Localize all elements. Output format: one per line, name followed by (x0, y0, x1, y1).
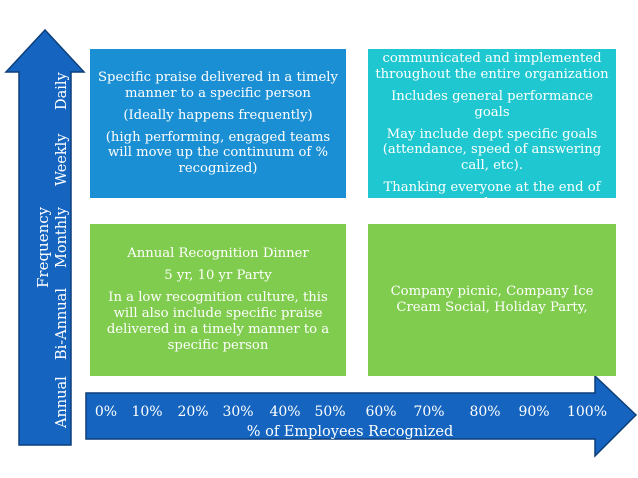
box-top-right-line: Thanking everyone at the end of day (383, 180, 601, 211)
x-tick: 20% (177, 404, 209, 420)
x-axis-ticks: 0% 10% 20% 30% 40% 50% 60% 70% 80% 90% 1… (90, 404, 610, 424)
box-bottom-right-line: Company picnic, Company Ice Cream Social… (390, 284, 594, 315)
box-bottom-left-line: Annual Recognition Dinner (127, 246, 309, 262)
y-label-monthly: Monthly (54, 207, 70, 268)
y-label-weekly: Weekly (54, 133, 70, 187)
y-axis-labels: Annual Bi-Annual Monthly Weekly Daily Fr… (20, 30, 80, 440)
box-top-right-line: Includes general performance goals (391, 88, 593, 120)
box-bottom-left: Annual Recognition Dinner 5 yr, 10 yr Pa… (90, 224, 346, 376)
horizontal-arrow (85, 374, 638, 458)
x-tick: 70% (413, 404, 445, 420)
box-bottom-right: Company picnic, Company Ice Cream Social… (368, 224, 616, 376)
x-tick: 100% (566, 404, 608, 420)
x-axis-title: % of Employees Recognized (246, 424, 454, 440)
box-top-left-line: Specific praise delivered in a timely ma… (98, 69, 338, 101)
x-tick: 0% (94, 404, 118, 420)
x-tick: 80% (469, 404, 501, 420)
vertical-arrow (4, 28, 86, 446)
x-tick: 10% (131, 404, 163, 420)
box-top-right: Systematic reward system communicated an… (368, 35, 616, 211)
y-axis-title: Frequency (34, 206, 52, 288)
box-top-left-line: (Ideally happens frequently) (123, 107, 313, 123)
y-label-daily: Daily (54, 72, 70, 110)
box-top-left: Specific praise delivered in a timely ma… (90, 49, 346, 198)
box-bottom-left-line: In a low recognition culture, this will … (106, 290, 330, 353)
x-tick: 90% (518, 404, 550, 420)
box-top-right-line: Systematic reward system communicated an… (375, 35, 609, 82)
box-bottom-left-line: 5 yr, 10 yr Party (164, 268, 272, 284)
x-tick: 50% (314, 404, 346, 420)
x-tick: 30% (222, 404, 254, 420)
box-top-left-line: (high performing, engaged teams will mov… (105, 129, 331, 177)
x-tick: 40% (269, 404, 301, 420)
box-top-right-line: May include dept specific goals (attenda… (382, 126, 602, 174)
y-label-bi-annual: Bi-Annual (54, 288, 70, 360)
x-tick: 60% (365, 404, 397, 420)
y-label-annual: Annual (54, 376, 70, 428)
